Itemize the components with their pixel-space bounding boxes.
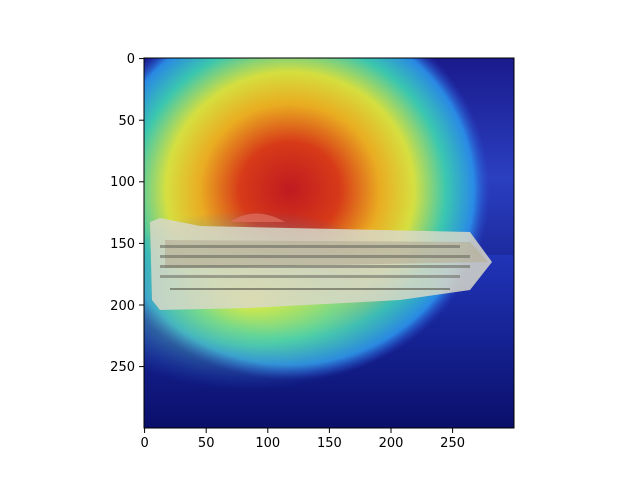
x-tick-label: 150 xyxy=(317,436,342,451)
x-tick-label: 200 xyxy=(379,436,404,451)
y-tick-label: 250 xyxy=(110,360,135,375)
x-tick-label: 250 xyxy=(440,436,465,451)
heatmap-image xyxy=(144,58,514,428)
x-axis: 0 50 100 150 200 250 xyxy=(140,428,465,451)
y-tick-label: 0 xyxy=(127,52,135,67)
x-tick-label: 0 xyxy=(140,436,148,451)
x-tick-label: 100 xyxy=(255,436,280,451)
y-tick-label: 150 xyxy=(110,237,135,252)
x-tick-label: 50 xyxy=(198,436,215,451)
y-tick-label: 200 xyxy=(110,299,135,314)
y-axis: 0 50 100 150 200 250 xyxy=(110,52,144,375)
y-tick-label: 50 xyxy=(118,114,135,129)
cruise-ship xyxy=(150,213,492,310)
y-tick-label: 100 xyxy=(110,175,135,190)
